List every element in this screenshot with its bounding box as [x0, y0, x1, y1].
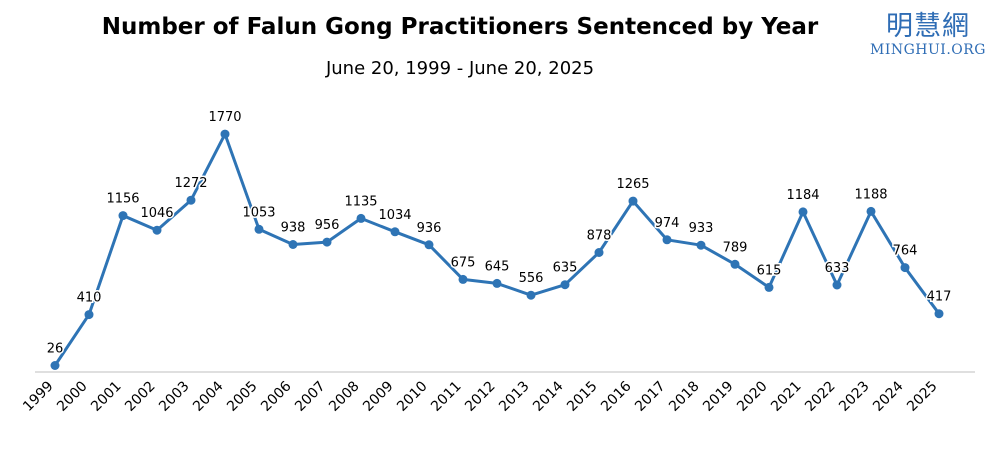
data-label: 1135 [344, 194, 377, 209]
data-point [628, 196, 638, 206]
data-point [866, 206, 876, 216]
data-point [458, 274, 468, 284]
data-point [186, 195, 196, 205]
data-label: 675 [451, 255, 476, 270]
x-tick-label: 2003 [156, 378, 193, 415]
data-point [84, 310, 94, 320]
data-label: 1053 [242, 205, 275, 220]
minghui-logo: 明慧網 MINGHUI.ORG [862, 10, 994, 58]
logo-latin-text: MINGHUI.ORG [870, 42, 986, 58]
data-label: 878 [587, 229, 612, 244]
x-tick-label: 2006 [258, 378, 295, 415]
data-point [730, 259, 740, 269]
data-label: 956 [315, 218, 340, 233]
data-label: 633 [825, 261, 850, 276]
data-label: 410 [77, 291, 102, 306]
x-tick-label: 2021 [768, 378, 805, 415]
data-point [152, 225, 162, 235]
x-tick-label: 2010 [394, 378, 431, 415]
x-tick-labels: 1999200020012002200320042005200620072008… [20, 378, 941, 415]
logo-cjk-text: 明慧網 [886, 11, 970, 42]
data-point [764, 282, 774, 292]
data-point [322, 237, 332, 247]
data-label: 1046 [140, 206, 173, 221]
data-label: 936 [417, 221, 442, 236]
data-point [696, 240, 706, 250]
x-tick-label: 2022 [802, 378, 839, 415]
data-label: 974 [655, 216, 680, 231]
data-point [50, 361, 60, 370]
data-point [526, 290, 536, 300]
x-tick-label: 2000 [54, 378, 91, 415]
x-tick-label: 2016 [598, 378, 635, 415]
chart-subtitle: June 20, 1999 - June 20, 2025 [325, 58, 595, 79]
x-tick-label: 2002 [122, 378, 159, 415]
x-tick-label: 2019 [700, 378, 737, 415]
data-point [594, 248, 604, 257]
x-tick-label: 1999 [20, 378, 57, 415]
x-tick-label: 2005 [224, 378, 261, 415]
data-label: 1156 [106, 192, 139, 207]
data-point [900, 263, 910, 273]
data-point [356, 213, 366, 223]
data-label: 645 [485, 259, 510, 274]
data-label: 764 [893, 244, 918, 259]
x-tick-label: 2009 [360, 378, 397, 415]
data-label: 1188 [854, 187, 887, 202]
x-tick-label: 2014 [530, 378, 567, 415]
x-tick-label: 2024 [870, 378, 907, 415]
data-label: 615 [757, 263, 782, 278]
data-point [934, 309, 944, 319]
data-label: 933 [689, 221, 714, 236]
x-tick-label: 2018 [666, 378, 703, 415]
x-tick-label: 2025 [904, 378, 941, 415]
data-point [662, 235, 672, 245]
x-tick-label: 2011 [428, 378, 465, 415]
data-point [424, 240, 434, 250]
data-point [254, 224, 264, 234]
data-point [798, 207, 808, 217]
data-point [560, 280, 570, 290]
x-tick-label: 2001 [88, 378, 125, 415]
data-point [492, 278, 502, 288]
x-tick-label: 2015 [564, 378, 601, 415]
x-tick-label: 2013 [496, 378, 533, 415]
x-tick-label: 2004 [190, 378, 227, 415]
data-label: 417 [927, 290, 952, 305]
data-label: 1184 [786, 188, 819, 203]
data-point [832, 280, 842, 290]
x-tick-label: 2020 [734, 378, 771, 415]
x-tick-label: 2017 [632, 378, 669, 415]
x-tick-label: 2012 [462, 378, 499, 415]
data-label: 1265 [616, 177, 649, 192]
data-point [288, 240, 298, 249]
chart-title: Number of Falun Gong Practitioners Sente… [101, 14, 819, 40]
data-label: 556 [519, 271, 544, 286]
data-label: 1034 [378, 208, 411, 223]
data-label: 938 [281, 221, 306, 236]
x-tick-label: 2023 [836, 378, 873, 415]
data-label: 635 [553, 261, 578, 276]
data-label: 789 [723, 240, 748, 255]
x-tick-label: 2007 [292, 378, 329, 415]
series-line [53, 132, 941, 367]
data-point [390, 227, 400, 237]
x-tick-label: 2008 [326, 378, 363, 415]
data-label: 1272 [174, 176, 207, 191]
data-label: 1770 [208, 110, 241, 125]
data-label: 26 [47, 342, 64, 357]
data-point [220, 129, 230, 139]
data-point [118, 211, 128, 221]
